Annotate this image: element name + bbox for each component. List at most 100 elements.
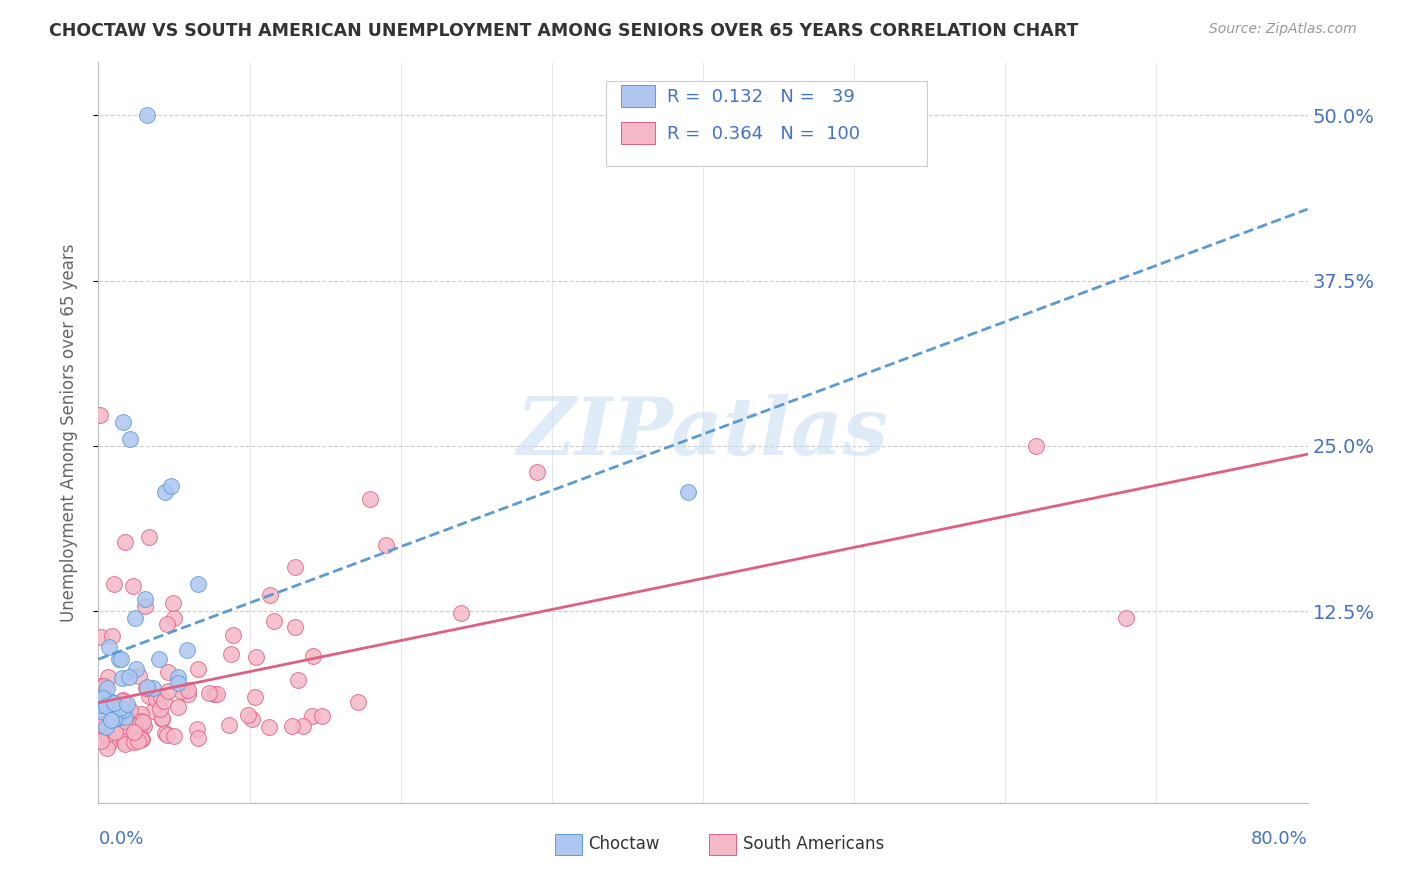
Point <box>89 698 111 712</box>
Point <box>136 680 159 694</box>
Point <box>205 687 228 701</box>
Point <box>311 709 333 723</box>
Point <box>112 703 135 717</box>
Point <box>142 681 165 696</box>
Text: R =  0.364   N =  100: R = 0.364 N = 100 <box>666 126 859 144</box>
Point <box>153 726 176 740</box>
Point <box>135 681 157 696</box>
Point <box>138 689 160 703</box>
Point <box>90 705 112 719</box>
Point <box>156 617 179 632</box>
Point <box>198 686 221 700</box>
Bar <box>621 121 655 144</box>
Point <box>138 530 160 544</box>
Point <box>129 714 152 728</box>
Point <box>162 596 184 610</box>
Point <box>128 669 150 683</box>
Point <box>287 673 309 687</box>
Point <box>284 620 307 634</box>
Point <box>374 538 396 552</box>
Point <box>450 606 472 620</box>
Point <box>150 712 173 726</box>
Point <box>167 670 190 684</box>
Point <box>125 662 148 676</box>
Point <box>202 687 225 701</box>
Point <box>98 694 121 708</box>
Point <box>120 703 142 717</box>
Point <box>90 734 112 748</box>
Point <box>111 415 134 429</box>
Point <box>96 741 118 756</box>
Point <box>91 691 114 706</box>
Point <box>122 725 145 739</box>
Point <box>100 628 122 642</box>
Point <box>245 650 267 665</box>
Point <box>111 724 134 739</box>
Point <box>163 729 186 743</box>
Text: CHOCTAW VS SOUTH AMERICAN UNEMPLOYMENT AMONG SENIORS OVER 65 YEARS CORRELATION C: CHOCTAW VS SOUTH AMERICAN UNEMPLOYMENT A… <box>49 22 1078 40</box>
Point <box>115 719 138 733</box>
Point <box>1024 439 1046 453</box>
Point <box>122 735 145 749</box>
Point <box>120 432 142 446</box>
Text: Source: ZipAtlas.com: Source: ZipAtlas.com <box>1209 22 1357 37</box>
Point <box>108 651 131 665</box>
Point <box>302 649 325 664</box>
Point <box>91 721 114 735</box>
Point <box>263 614 285 628</box>
Point <box>103 698 125 712</box>
Point <box>129 732 152 747</box>
Point <box>93 694 115 708</box>
Point <box>94 698 117 713</box>
Point <box>156 728 179 742</box>
Point <box>114 535 136 549</box>
Point <box>89 719 111 733</box>
Bar <box>555 834 582 855</box>
Point <box>127 733 149 747</box>
Point <box>236 708 259 723</box>
Point <box>103 712 125 726</box>
Point <box>96 728 118 742</box>
Point <box>187 576 209 591</box>
Bar <box>621 85 655 107</box>
Text: Choctaw: Choctaw <box>588 835 659 853</box>
Point <box>177 682 200 697</box>
Point <box>150 710 173 724</box>
Point <box>153 485 176 500</box>
Point <box>112 734 135 748</box>
Point <box>222 628 245 642</box>
Point <box>134 592 156 607</box>
Bar <box>606 81 927 166</box>
Point <box>103 696 125 710</box>
Point <box>360 491 382 506</box>
Point <box>103 576 125 591</box>
Point <box>150 690 173 704</box>
Point <box>284 559 307 574</box>
Point <box>240 713 263 727</box>
Point <box>259 588 281 602</box>
Point <box>187 731 209 746</box>
Point <box>676 485 699 500</box>
Point <box>93 679 115 693</box>
Point <box>157 683 180 698</box>
Point <box>114 737 136 751</box>
Point <box>167 676 190 690</box>
Point <box>97 670 120 684</box>
Point <box>97 731 120 745</box>
Point <box>122 579 145 593</box>
Point <box>145 692 167 706</box>
Point <box>131 731 153 746</box>
Point <box>89 409 111 423</box>
Point <box>98 735 121 749</box>
Point <box>114 714 136 728</box>
Point <box>97 640 120 655</box>
Point <box>111 694 134 708</box>
Point <box>90 723 112 737</box>
Point <box>90 689 112 703</box>
Point <box>160 478 183 492</box>
Point <box>89 717 111 731</box>
Bar <box>709 834 735 855</box>
Text: 0.0%: 0.0% <box>98 830 143 847</box>
Point <box>110 701 132 715</box>
Point <box>176 643 198 657</box>
